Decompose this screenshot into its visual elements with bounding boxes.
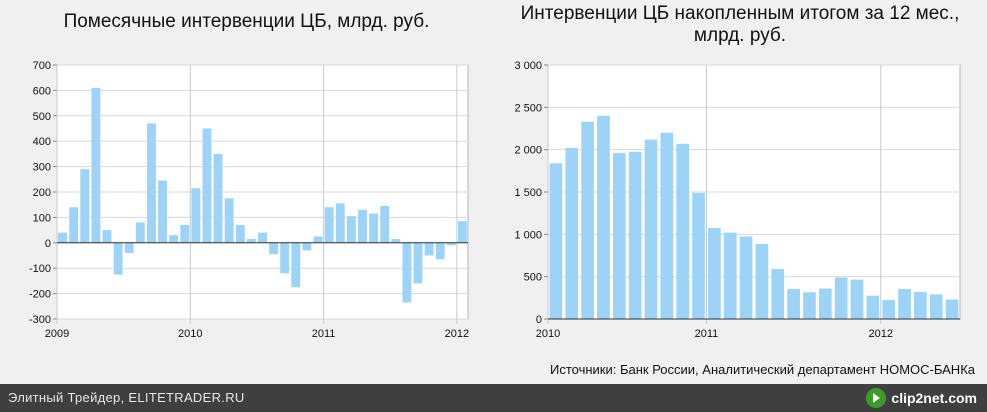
monthly-y-tick-label: 200 bbox=[33, 187, 51, 199]
monthly-x-tick-label: 2011 bbox=[312, 328, 336, 340]
clip2net-logo[interactable]: clip2net.com bbox=[866, 387, 977, 409]
cumulative-bar bbox=[850, 279, 864, 319]
monthly-bar bbox=[391, 238, 401, 243]
monthly-bar bbox=[358, 209, 367, 243]
monthly-bar bbox=[113, 242, 123, 275]
monthly-bar bbox=[180, 225, 190, 243]
cumulative-bar bbox=[771, 269, 785, 319]
monthly-bar bbox=[91, 87, 101, 243]
cumulative-bar bbox=[739, 236, 753, 319]
monthly-bar bbox=[291, 242, 301, 288]
cumulative-bar bbox=[581, 121, 594, 319]
cumulative-bar bbox=[597, 115, 610, 319]
monthly-y-tick-label: 500 bbox=[33, 111, 51, 123]
monthly-bar bbox=[58, 232, 67, 243]
cumulative-x-tick-label: 2012 bbox=[869, 328, 893, 340]
cumulative-bar bbox=[866, 295, 880, 319]
monthly-bar bbox=[146, 123, 156, 243]
monthly-bar bbox=[135, 222, 145, 243]
cumulative-bar bbox=[818, 288, 832, 319]
monthly-bar bbox=[324, 207, 334, 243]
monthly-bar bbox=[435, 242, 445, 260]
monthly-y-tick-label: 600 bbox=[33, 85, 51, 97]
monthly-bar bbox=[424, 242, 434, 256]
cumulative-interventions-chart: 3 000 2 500 2 000 1 500 1 000 500 0 2010 2011 201… bbox=[514, 60, 961, 340]
footer-site-label: Элитный Трейдер, ELITETRADER.RU bbox=[8, 390, 245, 405]
cumulative-y-tick-label: 1 500 bbox=[514, 187, 542, 199]
monthly-bar bbox=[191, 188, 201, 243]
cumulative-bar bbox=[929, 294, 943, 319]
cumulative-bar bbox=[660, 132, 674, 319]
monthly-bar bbox=[369, 213, 379, 243]
monthly-x-tick-label: 2012 bbox=[445, 328, 469, 340]
cumulative-y-tick-label: 2 000 bbox=[514, 145, 542, 157]
monthly-bar bbox=[235, 225, 245, 243]
monthly-bar bbox=[335, 203, 345, 243]
cumulative-y-tick-label: 3 000 bbox=[514, 60, 542, 72]
monthly-y-tick-label: 100 bbox=[33, 212, 51, 224]
cumulative-x-tick-label: 2011 bbox=[695, 328, 719, 340]
chart-title-monthly: Помесячные интервенции ЦБ, млрд. руб. bbox=[63, 11, 430, 32]
monthly-bar bbox=[246, 238, 256, 243]
monthly-bar bbox=[224, 198, 234, 243]
monthly-bar bbox=[269, 242, 279, 255]
cumulative-x-tick-label: 2010 bbox=[536, 328, 560, 340]
monthly-y-tick-label: 300 bbox=[33, 162, 51, 174]
monthly-bar bbox=[213, 153, 223, 243]
monthly-x-tick-label: 2009 bbox=[45, 328, 69, 340]
cumulative-bar bbox=[612, 153, 626, 319]
cumulative-bar bbox=[755, 244, 769, 319]
cumulative-bar bbox=[787, 288, 800, 319]
cumulative-bar bbox=[692, 192, 705, 319]
cumulative-bar bbox=[803, 292, 816, 319]
monthly-y-tick-label: -200 bbox=[29, 289, 51, 301]
cumulative-bar bbox=[565, 147, 579, 319]
clip2net-logo-text: clip2net.com bbox=[891, 390, 977, 406]
monthly-bar bbox=[169, 235, 179, 243]
cumulative-bar bbox=[708, 227, 721, 319]
monthly-bar bbox=[258, 232, 267, 243]
monthly-bar bbox=[102, 230, 112, 243]
monthly-bar bbox=[280, 242, 290, 274]
cumulative-bar bbox=[898, 288, 911, 319]
monthly-y-tick-label: 700 bbox=[33, 60, 51, 72]
monthly-bar bbox=[80, 169, 90, 243]
monthly-y-tick-label: -300 bbox=[29, 314, 51, 326]
monthly-bar bbox=[380, 205, 390, 243]
monthly-x-tick-label: 2010 bbox=[178, 328, 202, 340]
chart-title-cumulative: Интервенции ЦБ накопленным итогом за 12 … bbox=[520, 3, 960, 46]
cumulative-bar bbox=[914, 291, 927, 319]
monthly-bar bbox=[202, 128, 212, 243]
cumulative-bar bbox=[723, 232, 737, 319]
monthly-bar bbox=[413, 242, 423, 284]
monthly-bar bbox=[458, 221, 467, 243]
monthly-bar bbox=[124, 242, 134, 253]
cumulative-y-tick-label: 500 bbox=[524, 272, 542, 284]
cumulative-y-tick-label: 0 bbox=[536, 314, 542, 326]
source-note: Источники: Банк России, Аналитический де… bbox=[549, 362, 975, 377]
cumulative-bar bbox=[628, 151, 642, 319]
cumulative-bar bbox=[834, 277, 848, 319]
footer-bar: Элитный Трейдер, ELITETRADER.RU clip2net… bbox=[0, 384, 987, 412]
monthly-y-tick-label: -100 bbox=[29, 263, 51, 275]
monthly-y-tick-label: 0 bbox=[45, 238, 51, 250]
monthly-y-tick-label: 400 bbox=[33, 136, 51, 148]
cumulative-bar bbox=[676, 143, 690, 319]
cumulative-bar bbox=[945, 299, 959, 319]
cumulative-bar bbox=[549, 163, 563, 319]
monthly-bar bbox=[158, 180, 167, 243]
cumulative-y-tick-label: 1 000 bbox=[514, 229, 542, 241]
cumulative-bar bbox=[882, 299, 896, 319]
monthly-bar bbox=[313, 236, 323, 243]
clip2net-logo-icon bbox=[866, 388, 887, 408]
cumulative-bar bbox=[644, 139, 658, 319]
monthly-bar bbox=[302, 242, 312, 251]
monthly-interventions-chart: 700 600 500 400 300 200 100 0 -100 -200 -300 2009 20… bbox=[29, 60, 469, 340]
cumulative-y-tick-label: 2 500 bbox=[514, 102, 542, 114]
monthly-bar bbox=[446, 242, 456, 246]
monthly-bar bbox=[346, 216, 356, 243]
monthly-bar bbox=[402, 242, 412, 303]
monthly-bar bbox=[69, 207, 79, 243]
